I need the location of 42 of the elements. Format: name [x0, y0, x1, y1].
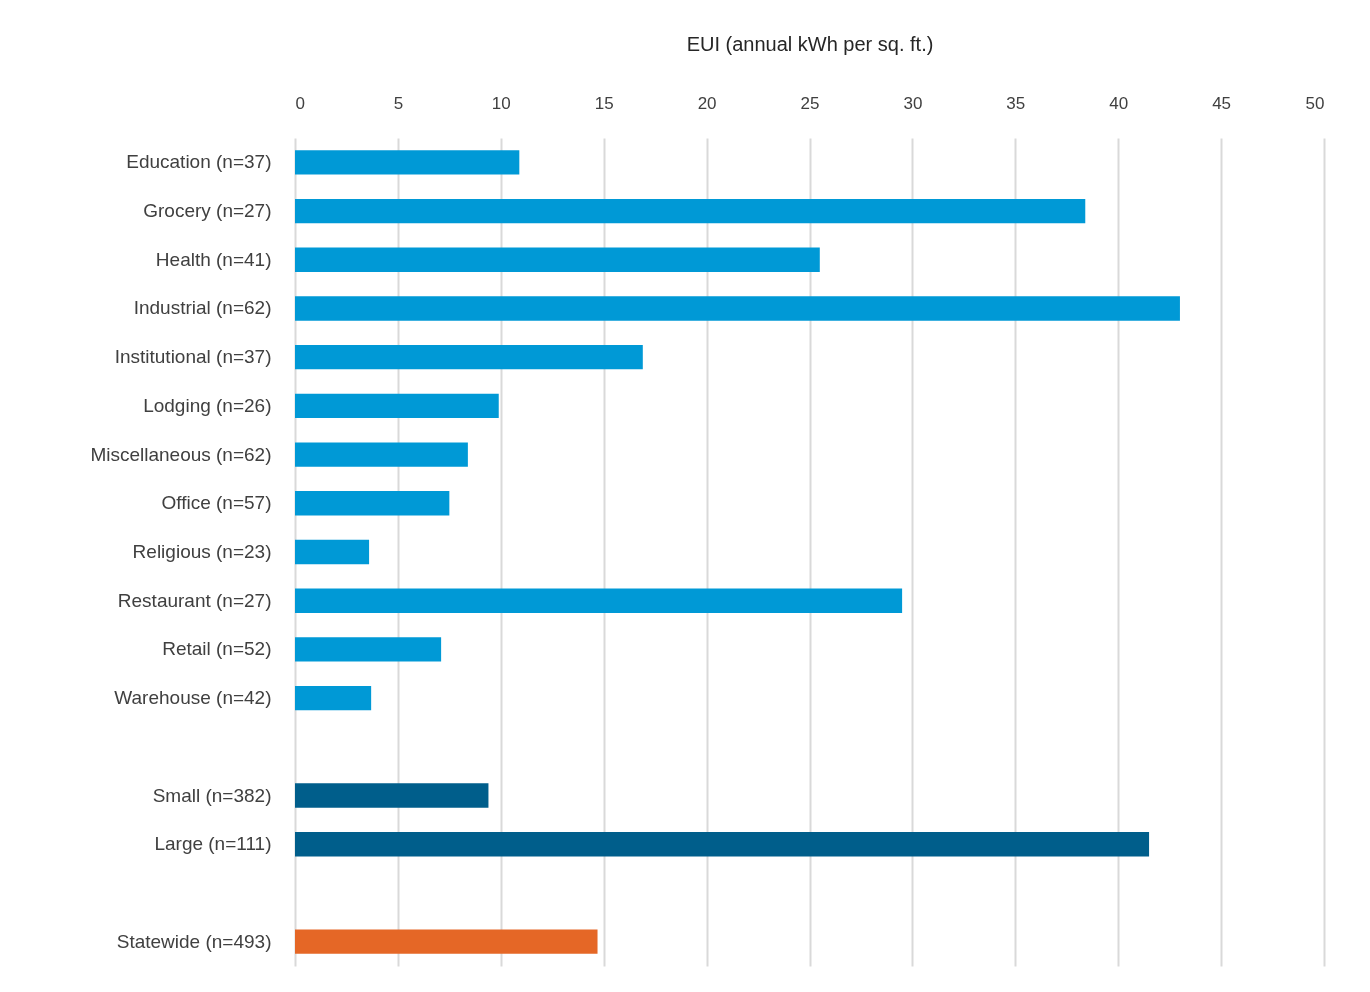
- x-tick-label: 15: [594, 93, 614, 113]
- y-tick-label: Grocery (n=27): [143, 200, 272, 222]
- bar: [295, 393, 499, 419]
- x-axis-title: EUI (annual kWh per sq. ft.): [686, 32, 934, 55]
- bar: [295, 247, 820, 272]
- y-tick-label: Industrial (n=62): [133, 297, 272, 319]
- y-tick-label: Restaurant (n=27): [117, 589, 272, 611]
- x-tick-label: 50: [1305, 93, 1325, 113]
- x-tick-label: 30: [903, 93, 923, 113]
- y-tick-label: Large (n=111): [154, 833, 272, 855]
- y-tick-label: Miscellaneous (n=62): [90, 443, 272, 465]
- y-tick-label: Religious (n=23): [132, 541, 272, 562]
- bar: [295, 198, 1086, 224]
- y-tick-label: Health (n=41): [155, 248, 272, 270]
- y-tick-label: Warehouse (n=42): [114, 687, 272, 709]
- x-tick-label: 10: [491, 93, 511, 113]
- y-tick-label: Education (n=37): [126, 151, 272, 173]
- bar: [295, 442, 468, 467]
- bar: [295, 296, 1180, 321]
- bar: [295, 832, 1150, 857]
- bar: [295, 539, 370, 565]
- x-tick-label: 5: [393, 93, 404, 113]
- x-tick-label: 0: [295, 93, 305, 113]
- bar: [295, 685, 372, 711]
- y-tick-label: Small (n=382): [152, 784, 272, 806]
- bar: [295, 588, 903, 613]
- x-tick-label: 20: [697, 93, 717, 113]
- y-tick-label: Lodging (n=26): [143, 394, 272, 416]
- bar: [295, 929, 598, 954]
- x-tick-label: 35: [1006, 93, 1026, 113]
- x-tick-label: 40: [1109, 93, 1129, 113]
- bar: [295, 637, 442, 662]
- x-tick-label: 45: [1212, 93, 1232, 113]
- bar: [295, 150, 520, 175]
- bar: [295, 783, 489, 808]
- bar: [295, 491, 450, 516]
- y-tick-label: Retail (n=52): [162, 638, 272, 660]
- y-tick-label: Institutional (n=37): [114, 346, 272, 368]
- y-tick-label: Statewide (n=493): [116, 930, 272, 952]
- x-tick-label: 25: [800, 93, 820, 113]
- y-tick-label: Office (n=57): [161, 492, 272, 514]
- bar: [295, 345, 643, 370]
